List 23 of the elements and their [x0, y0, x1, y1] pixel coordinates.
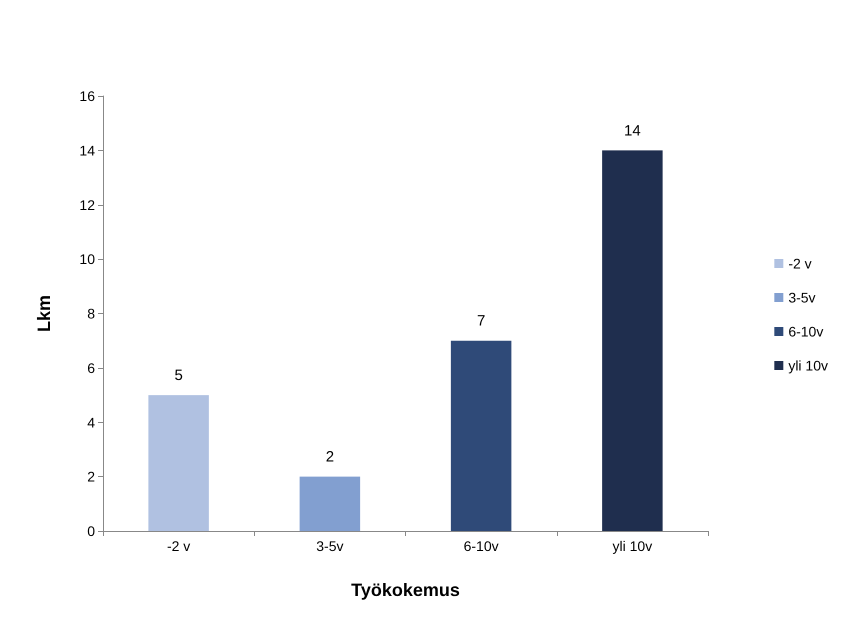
data-label: 14: [624, 122, 641, 140]
x-tick-label: 3-5v: [316, 538, 344, 554]
legend-label: -2 v: [788, 256, 812, 272]
legend-label: 6-10v: [788, 324, 824, 340]
x-tick-label: -2 v: [166, 538, 190, 554]
y-tick-label: 6: [87, 360, 96, 376]
legend-label: yli 10v: [788, 358, 828, 374]
y-tick-label: 10: [79, 251, 96, 268]
x-tick-label: 6-10v: [464, 538, 499, 554]
legend-label: 3-5v: [788, 290, 816, 306]
y-tick-label: 16: [79, 88, 96, 104]
y-tick-label: 4: [87, 414, 96, 430]
data-label: 7: [476, 312, 486, 330]
data-label: 2: [326, 448, 334, 466]
y-tick-label: 12: [79, 196, 96, 213]
x-tick-label: yli 10v: [612, 538, 652, 554]
y-tick-label: 2: [87, 468, 96, 485]
y-tick-label: 14: [79, 142, 96, 158]
y-tick-label: 0: [87, 523, 96, 539]
y-axis-title: Lkm: [34, 294, 54, 332]
y-tick-label: 8: [87, 306, 96, 322]
x-axis-title: Työkokemus: [351, 580, 460, 600]
data-label: 5: [174, 367, 183, 384]
